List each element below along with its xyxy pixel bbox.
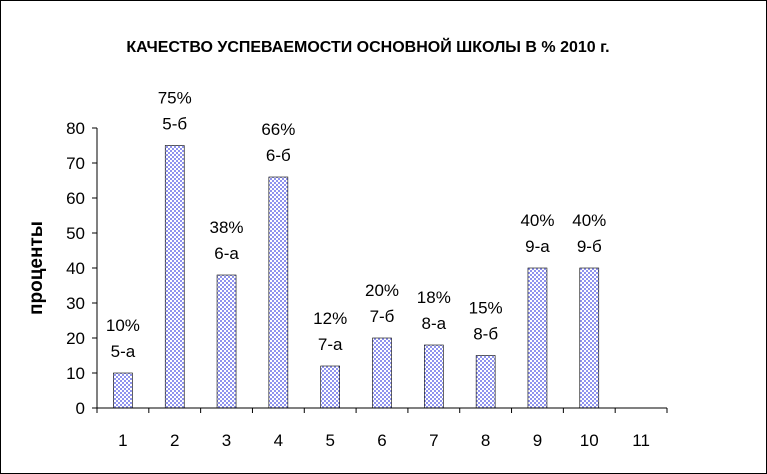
y-axis-ticks: 0 10 20 30 40 50 60 70 80 [66, 119, 97, 418]
bar [372, 337, 392, 409]
data-label-class: 8-б [473, 325, 498, 344]
x-tick-label: 7 [429, 431, 438, 450]
data-label-value: 18% [417, 288, 451, 307]
x-tick-label: 3 [222, 431, 231, 450]
bar [527, 267, 548, 409]
data-label-value: 40% [572, 211, 606, 230]
data-label-class: 5-а [111, 342, 136, 361]
data-label-class: 5-б [162, 115, 187, 134]
x-tick-label: 11 [632, 431, 650, 450]
bar [164, 145, 185, 409]
y-tick-label: 30 [66, 294, 85, 313]
y-tick-label: 80 [66, 119, 85, 138]
x-tick-label: 1 [118, 431, 127, 450]
chart-title: КАЧЕСТВО УСПЕВАЕМОСТИ ОСНОВНОЙ ШКОЛЫ В %… [126, 37, 609, 56]
data-label-class: 7-а [318, 335, 343, 354]
data-label-class: 7-б [370, 307, 395, 326]
y-tick-label: 60 [66, 189, 85, 208]
x-tick-label: 9 [533, 431, 542, 450]
bar [475, 355, 496, 409]
data-label-value: 66% [261, 120, 295, 139]
bar [579, 267, 600, 409]
data-label-class: 6-а [214, 244, 239, 263]
data-label-value: 38% [210, 218, 244, 237]
y-tick-label: 70 [66, 154, 85, 173]
x-tick-label: 5 [325, 431, 334, 450]
data-label-class: 9-б [577, 237, 602, 256]
x-tick-label: 6 [377, 431, 386, 450]
y-axis-label: проценты [26, 221, 47, 315]
bar-series [113, 145, 600, 409]
x-tick-label: 2 [170, 431, 179, 450]
y-tick-label: 50 [66, 224, 85, 243]
y-tick-label: 10 [66, 364, 85, 383]
bar [320, 365, 340, 409]
x-tick-label: 4 [274, 431, 283, 450]
data-label-class: 6-б [266, 146, 291, 165]
y-tick-label: 0 [76, 399, 85, 418]
data-label-value: 75% [158, 89, 192, 108]
y-tick-label: 20 [66, 329, 85, 348]
data-label-value: 40% [520, 211, 554, 230]
data-labels: 10% 5-а 75% 5-б 38% 6-а 66% 6-б 12% 7-а 20% 7-б 18% 8… [106, 89, 606, 362]
x-tick-label: 8 [481, 431, 490, 450]
bar [424, 344, 444, 409]
data-label-class: 8-а [422, 314, 447, 333]
data-label-value: 20% [365, 281, 399, 300]
bar [268, 176, 289, 409]
bar [113, 372, 133, 409]
data-label-class: 9-а [525, 237, 550, 256]
data-label-value: 12% [313, 309, 347, 328]
data-label-value: 15% [469, 299, 503, 318]
x-tick-label: 10 [580, 431, 599, 450]
bar [216, 274, 237, 409]
y-tick-label: 40 [66, 259, 85, 278]
x-axis-ticks: 1 2 3 4 5 6 7 8 9 10 11 [96, 408, 668, 450]
data-label-value: 10% [106, 316, 140, 335]
